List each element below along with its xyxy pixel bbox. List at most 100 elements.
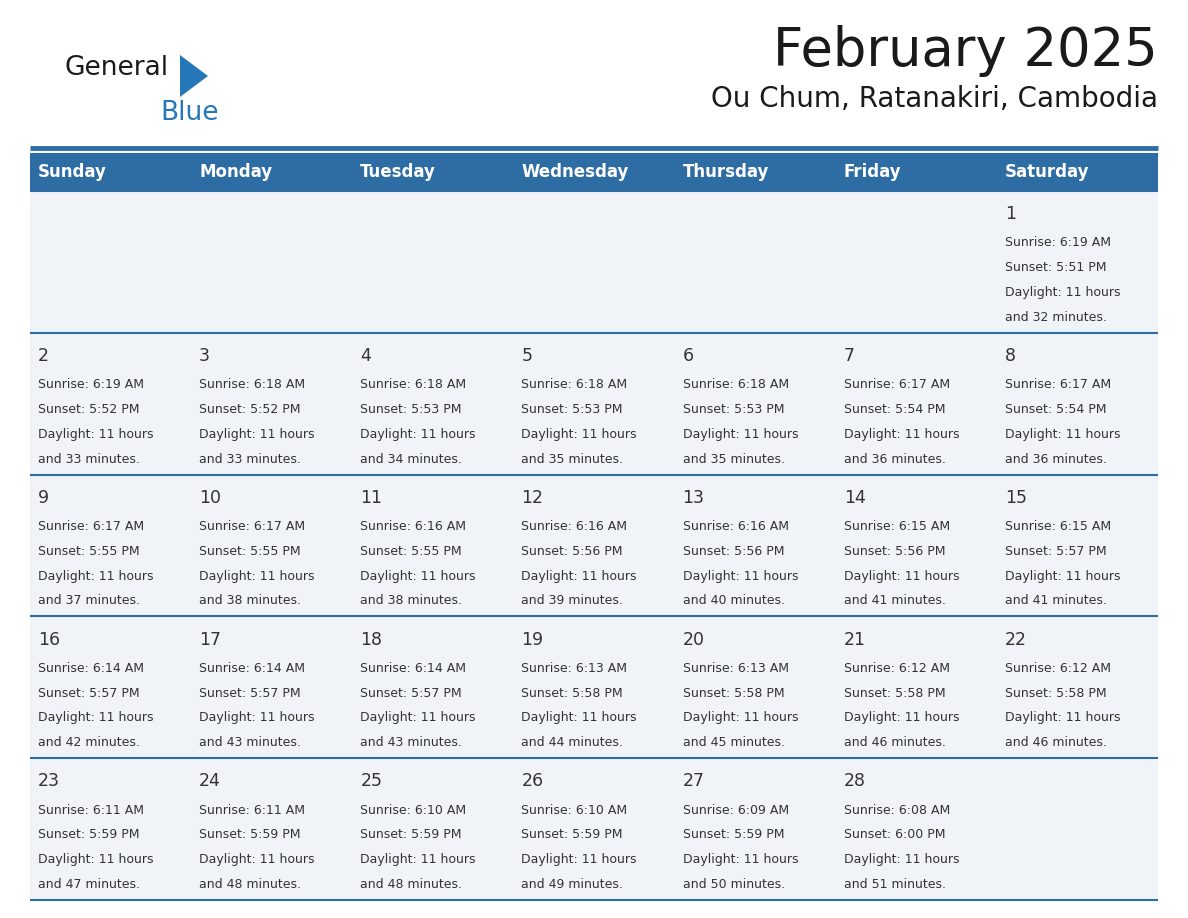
Text: and 37 minutes.: and 37 minutes. xyxy=(38,595,140,608)
Text: Daylight: 11 hours: Daylight: 11 hours xyxy=(522,853,637,867)
Bar xyxy=(30,333,1158,475)
Text: 14: 14 xyxy=(843,488,866,507)
Text: and 34 minutes.: and 34 minutes. xyxy=(360,453,462,465)
Text: Daylight: 11 hours: Daylight: 11 hours xyxy=(843,428,959,441)
Text: Sunset: 5:57 PM: Sunset: 5:57 PM xyxy=(360,687,462,700)
Text: 17: 17 xyxy=(200,631,221,649)
Text: Daylight: 11 hours: Daylight: 11 hours xyxy=(38,853,153,867)
Text: Daylight: 11 hours: Daylight: 11 hours xyxy=(843,711,959,724)
Text: Sunrise: 6:17 AM: Sunrise: 6:17 AM xyxy=(200,520,305,533)
Text: Sunrise: 6:13 AM: Sunrise: 6:13 AM xyxy=(683,662,789,675)
Text: Sunrise: 6:16 AM: Sunrise: 6:16 AM xyxy=(522,520,627,533)
Text: and 33 minutes.: and 33 minutes. xyxy=(200,453,301,465)
Text: and 47 minutes.: and 47 minutes. xyxy=(38,878,140,891)
Text: and 39 minutes.: and 39 minutes. xyxy=(522,595,624,608)
Text: February 2025: February 2025 xyxy=(773,25,1158,77)
Text: 2: 2 xyxy=(38,347,49,365)
Text: Saturday: Saturday xyxy=(1005,163,1089,181)
Text: Sunset: 5:55 PM: Sunset: 5:55 PM xyxy=(200,544,301,558)
Text: 18: 18 xyxy=(360,631,383,649)
Text: and 41 minutes.: and 41 minutes. xyxy=(1005,595,1107,608)
Text: 20: 20 xyxy=(683,631,704,649)
Bar xyxy=(30,758,1158,900)
Text: Daylight: 11 hours: Daylight: 11 hours xyxy=(360,569,475,583)
Text: Sunrise: 6:17 AM: Sunrise: 6:17 AM xyxy=(1005,378,1111,391)
Text: Daylight: 11 hours: Daylight: 11 hours xyxy=(360,853,475,867)
Text: Sunset: 5:58 PM: Sunset: 5:58 PM xyxy=(1005,687,1106,700)
Bar xyxy=(30,153,1158,191)
Text: Daylight: 11 hours: Daylight: 11 hours xyxy=(360,711,475,724)
Text: Sunrise: 6:15 AM: Sunrise: 6:15 AM xyxy=(843,520,950,533)
Text: Daylight: 11 hours: Daylight: 11 hours xyxy=(522,428,637,441)
Text: Sunset: 5:53 PM: Sunset: 5:53 PM xyxy=(522,403,623,416)
Text: 6: 6 xyxy=(683,347,694,365)
Text: 21: 21 xyxy=(843,631,866,649)
Text: and 46 minutes.: and 46 minutes. xyxy=(1005,736,1107,749)
Text: and 38 minutes.: and 38 minutes. xyxy=(360,595,462,608)
Text: Sunset: 5:56 PM: Sunset: 5:56 PM xyxy=(843,544,946,558)
Text: and 36 minutes.: and 36 minutes. xyxy=(1005,453,1107,465)
Text: 4: 4 xyxy=(360,347,371,365)
Text: Sunset: 5:53 PM: Sunset: 5:53 PM xyxy=(683,403,784,416)
Text: Daylight: 11 hours: Daylight: 11 hours xyxy=(360,428,475,441)
Text: Sunrise: 6:12 AM: Sunrise: 6:12 AM xyxy=(1005,662,1111,675)
Text: Daylight: 11 hours: Daylight: 11 hours xyxy=(683,428,798,441)
Text: Daylight: 11 hours: Daylight: 11 hours xyxy=(38,428,153,441)
Text: Sunset: 5:55 PM: Sunset: 5:55 PM xyxy=(38,544,140,558)
Text: and 48 minutes.: and 48 minutes. xyxy=(200,878,301,891)
Text: 8: 8 xyxy=(1005,347,1016,365)
Text: Sunrise: 6:18 AM: Sunrise: 6:18 AM xyxy=(360,378,467,391)
Text: Sunset: 5:57 PM: Sunset: 5:57 PM xyxy=(38,687,140,700)
Text: 1: 1 xyxy=(1005,206,1016,223)
Text: Daylight: 11 hours: Daylight: 11 hours xyxy=(200,428,315,441)
Text: and 41 minutes.: and 41 minutes. xyxy=(843,595,946,608)
Text: Sunset: 5:58 PM: Sunset: 5:58 PM xyxy=(522,687,623,700)
Text: Sunset: 5:58 PM: Sunset: 5:58 PM xyxy=(683,687,784,700)
Text: Sunrise: 6:15 AM: Sunrise: 6:15 AM xyxy=(1005,520,1111,533)
Text: Sunset: 5:53 PM: Sunset: 5:53 PM xyxy=(360,403,462,416)
Text: Sunset: 6:00 PM: Sunset: 6:00 PM xyxy=(843,828,946,842)
Text: Sunrise: 6:09 AM: Sunrise: 6:09 AM xyxy=(683,803,789,817)
Text: Daylight: 11 hours: Daylight: 11 hours xyxy=(683,853,798,867)
Text: Sunday: Sunday xyxy=(38,163,107,181)
Text: Daylight: 11 hours: Daylight: 11 hours xyxy=(843,853,959,867)
Text: and 40 minutes.: and 40 minutes. xyxy=(683,595,784,608)
Text: 26: 26 xyxy=(522,772,544,790)
Text: and 42 minutes.: and 42 minutes. xyxy=(38,736,140,749)
Text: Sunset: 5:59 PM: Sunset: 5:59 PM xyxy=(200,828,301,842)
Text: Sunset: 5:59 PM: Sunset: 5:59 PM xyxy=(683,828,784,842)
Text: 3: 3 xyxy=(200,347,210,365)
Text: Thursday: Thursday xyxy=(683,163,769,181)
Polygon shape xyxy=(181,55,208,97)
Text: Sunrise: 6:10 AM: Sunrise: 6:10 AM xyxy=(360,803,467,817)
Text: and 43 minutes.: and 43 minutes. xyxy=(200,736,301,749)
Text: Sunset: 5:52 PM: Sunset: 5:52 PM xyxy=(38,403,139,416)
Text: Daylight: 11 hours: Daylight: 11 hours xyxy=(200,711,315,724)
Text: Sunset: 5:54 PM: Sunset: 5:54 PM xyxy=(1005,403,1106,416)
Text: Sunset: 5:57 PM: Sunset: 5:57 PM xyxy=(1005,544,1106,558)
Text: and 46 minutes.: and 46 minutes. xyxy=(843,736,946,749)
Text: Sunset: 5:55 PM: Sunset: 5:55 PM xyxy=(360,544,462,558)
Text: Sunrise: 6:08 AM: Sunrise: 6:08 AM xyxy=(843,803,950,817)
Text: 24: 24 xyxy=(200,772,221,790)
Text: and 36 minutes.: and 36 minutes. xyxy=(843,453,946,465)
Text: Daylight: 11 hours: Daylight: 11 hours xyxy=(522,569,637,583)
Text: Tuesday: Tuesday xyxy=(360,163,436,181)
Bar xyxy=(30,616,1158,758)
Text: Sunset: 5:52 PM: Sunset: 5:52 PM xyxy=(200,403,301,416)
Text: and 49 minutes.: and 49 minutes. xyxy=(522,878,624,891)
Text: Sunrise: 6:11 AM: Sunrise: 6:11 AM xyxy=(38,803,144,817)
Text: Sunrise: 6:16 AM: Sunrise: 6:16 AM xyxy=(683,520,789,533)
Text: 22: 22 xyxy=(1005,631,1026,649)
Text: Sunrise: 6:19 AM: Sunrise: 6:19 AM xyxy=(1005,236,1111,250)
Text: 23: 23 xyxy=(38,772,61,790)
Text: and 35 minutes.: and 35 minutes. xyxy=(522,453,624,465)
Text: 7: 7 xyxy=(843,347,854,365)
Text: and 45 minutes.: and 45 minutes. xyxy=(683,736,784,749)
Text: Sunrise: 6:14 AM: Sunrise: 6:14 AM xyxy=(38,662,144,675)
Text: Sunrise: 6:18 AM: Sunrise: 6:18 AM xyxy=(683,378,789,391)
Text: Sunset: 5:59 PM: Sunset: 5:59 PM xyxy=(38,828,139,842)
Text: 27: 27 xyxy=(683,772,704,790)
Text: Daylight: 11 hours: Daylight: 11 hours xyxy=(38,711,153,724)
Text: Wednesday: Wednesday xyxy=(522,163,628,181)
